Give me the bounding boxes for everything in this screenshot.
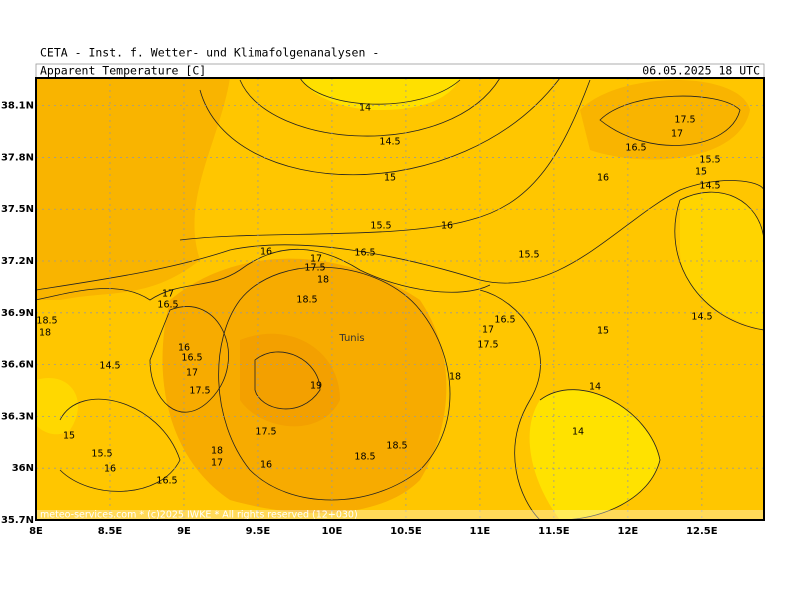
contour-line xyxy=(254,351,321,410)
contour-label: 16 xyxy=(260,247,272,258)
contour-line xyxy=(674,191,764,331)
contour-line xyxy=(199,78,561,176)
contour-label: 15 xyxy=(695,167,707,178)
contour-label: 16 xyxy=(441,221,453,232)
contour-line xyxy=(599,95,741,146)
contour-label: 19 xyxy=(310,381,322,392)
contour-label: 16 xyxy=(260,460,272,471)
contour-label: 18 xyxy=(317,275,329,286)
x-tick-label: 10E xyxy=(322,526,343,537)
contour-label: 16.5 xyxy=(625,143,646,154)
contour-label: 17.5 xyxy=(674,115,695,126)
source-title: CETA - Inst. f. Wetter- und Klimafolgena… xyxy=(40,46,379,60)
contour-label: 14.5 xyxy=(99,361,120,372)
contour-label: 15.5 xyxy=(370,221,391,232)
contour-line xyxy=(479,289,541,520)
y-tick-label: 37.5N xyxy=(1,204,34,215)
copyright: meteo-services.com * (c)2025 IWKE * All … xyxy=(40,510,358,521)
y-tick-label: 36.6N xyxy=(1,360,34,371)
y-tick-label: 37.8N xyxy=(1,152,34,163)
contour-label: 16.5 xyxy=(157,300,178,311)
contour-label: 15.5 xyxy=(91,449,112,460)
contour-label: 17 xyxy=(671,129,683,140)
contour-label: 16 xyxy=(104,464,116,475)
cool-region xyxy=(300,78,460,110)
contour-label: 14.5 xyxy=(691,312,712,323)
contour-line xyxy=(218,266,451,501)
contour-label: 16 xyxy=(178,343,190,354)
contour-label: 18.5 xyxy=(386,441,407,452)
contour-label: 16.5 xyxy=(494,315,515,326)
contour-line xyxy=(179,79,591,241)
contour-line xyxy=(539,389,661,520)
x-tick-label: 8E xyxy=(29,526,43,537)
y-tick-label: 37.2N xyxy=(1,256,34,267)
contour-label: 17 xyxy=(310,254,322,265)
contour-label: 15.5 xyxy=(518,250,539,261)
city-label: Tunis xyxy=(338,333,364,344)
y-tick-label: 36N xyxy=(12,463,34,474)
y-tick-label: 38.1N xyxy=(1,101,34,112)
contour-line xyxy=(36,180,764,291)
parameter-label: Apparent_Temperature_[C] xyxy=(40,64,206,78)
cool-region xyxy=(529,389,660,520)
x-tick-label: 9E xyxy=(177,526,191,537)
contour-label: 14 xyxy=(572,427,584,438)
contour-label: 17 xyxy=(211,458,223,469)
x-tick-label: 11.5E xyxy=(538,526,570,537)
contour-label: 18.5 xyxy=(296,295,317,306)
contour-label: 16.5 xyxy=(181,353,202,364)
y-tick-label: 35.7N xyxy=(1,515,34,526)
contour-label: 18 xyxy=(39,328,51,339)
contour-label: 18.5 xyxy=(36,316,57,327)
contour-label: 17 xyxy=(482,325,494,336)
x-tick-label: 12.5E xyxy=(686,526,718,537)
contour-label: 18 xyxy=(211,446,223,457)
contour-label: 17 xyxy=(186,368,198,379)
contour-label: 17.5 xyxy=(304,263,325,274)
contour-label: 17.5 xyxy=(477,340,498,351)
contour-label: 15 xyxy=(597,326,609,337)
contour-label: 15 xyxy=(384,173,396,184)
x-tick-label: 9.5E xyxy=(246,526,271,537)
x-tick-label: 12E xyxy=(617,526,638,537)
contour-label: 16 xyxy=(597,173,609,184)
contour-label: 17.5 xyxy=(255,427,276,438)
contour-label: 17 xyxy=(162,289,174,300)
footer-band xyxy=(36,510,764,520)
contour-label: 16.5 xyxy=(354,248,375,259)
contour-line xyxy=(59,398,181,492)
warm-region xyxy=(36,78,230,300)
x-tick-label: 8.5E xyxy=(98,526,123,537)
contour-line xyxy=(299,78,461,105)
contour-label: 14 xyxy=(359,103,371,114)
cool-region xyxy=(36,378,78,435)
valid-time: 06.05.2025 18 UTC xyxy=(642,64,760,78)
contour-label: 17.5 xyxy=(189,386,210,397)
warm-region xyxy=(580,80,750,160)
y-tick-label: 36.9N xyxy=(1,308,34,319)
x-tick-label: 11E xyxy=(470,526,491,537)
contour-label: 15 xyxy=(63,431,75,442)
map-field xyxy=(36,78,764,520)
contour-label: 14.5 xyxy=(699,181,720,192)
contour-label: 18.5 xyxy=(354,452,375,463)
contour-label: 18 xyxy=(449,372,461,383)
y-tick-label: 36.3N xyxy=(1,411,34,422)
coastline xyxy=(36,248,491,301)
contour-label: 16.5 xyxy=(156,476,177,487)
map-frame xyxy=(35,77,765,521)
contour-line xyxy=(239,78,501,137)
contour-labels: 14 14.5 15 15.5 16 16 16.5 17 17.5 18 18… xyxy=(36,103,720,487)
contour-label: 15.5 xyxy=(699,155,720,166)
contour-line xyxy=(149,306,229,413)
contour-label: 14.5 xyxy=(379,137,400,148)
x-tick-label: 10.5E xyxy=(390,526,422,537)
contour-label: 14 xyxy=(589,382,601,393)
